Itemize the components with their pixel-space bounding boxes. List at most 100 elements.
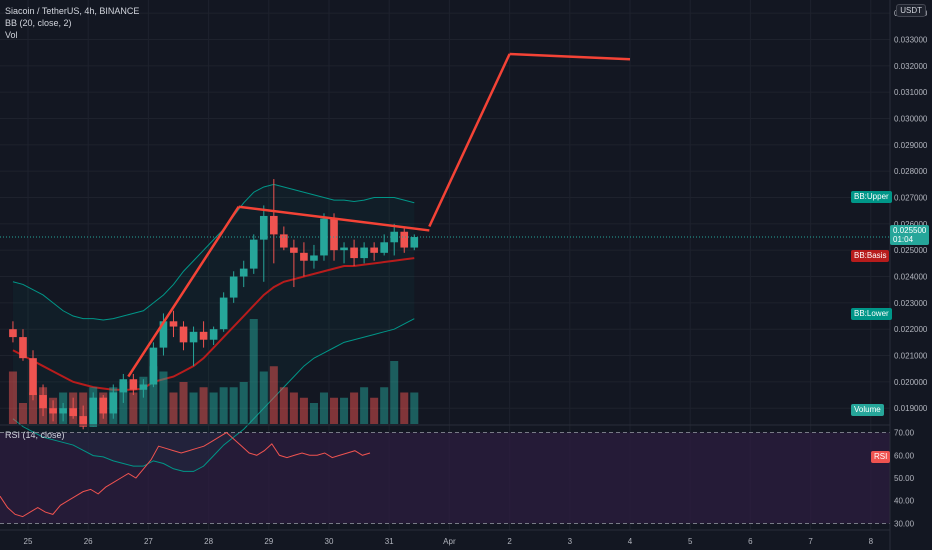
y-tick-label: 0.022000 (894, 325, 928, 334)
y-tick-label: 0.025000 (894, 246, 928, 255)
volume-bar (299, 397, 308, 424)
candle-body (219, 297, 228, 330)
candle-body (300, 252, 308, 261)
volume-bar (259, 371, 268, 424)
candle-body (49, 408, 57, 414)
volume-bar (169, 392, 178, 424)
y-tick-label: 0.024000 (894, 273, 928, 282)
bb-basis-tag: BB:Basis (851, 250, 890, 262)
chart-title: Siacoin / TetherUS, 4h, BINANCE (5, 6, 140, 16)
vol-legend: Vol (5, 30, 18, 40)
volume-bar (370, 397, 379, 424)
x-tick-label: 30 (325, 537, 334, 546)
x-tick-label: 25 (24, 537, 33, 546)
y-tick-label: 0.028000 (894, 167, 928, 176)
candles[interactable] (0, 179, 890, 430)
x-tick-label: 3 (568, 537, 573, 546)
rsi-line (0, 431, 371, 518)
rsi-tick-label: 50.00 (894, 474, 915, 483)
y-tick-label: 0.033000 (894, 36, 928, 45)
volume-bar (340, 397, 349, 424)
volume-bar (159, 371, 168, 424)
rsi-tick-label: 60.00 (894, 451, 915, 460)
x-tick-label: 7 (808, 537, 813, 546)
bar-countdown: 01:04 (893, 235, 914, 244)
candle-body (189, 331, 198, 343)
candle-body (129, 379, 138, 390)
y-tick-label: 0.029000 (894, 141, 928, 150)
rsi-tick-label: 40.00 (894, 497, 915, 506)
candle-body (400, 231, 409, 248)
candle-body (29, 358, 37, 396)
volume-bar (400, 392, 409, 424)
candle-body (290, 247, 298, 253)
y-tick-label: 0.032000 (894, 62, 928, 71)
x-tick-label: 4 (628, 537, 633, 546)
candle-body (310, 255, 318, 261)
candle-body (99, 397, 108, 414)
y-tick-label: 0.021000 (894, 352, 928, 361)
trend-drawings[interactable] (127, 52, 631, 378)
volume-bar (380, 387, 389, 424)
bb-lower-line (12, 318, 415, 472)
candle-body (249, 239, 258, 269)
currency-button[interactable]: USDT (896, 4, 926, 17)
candle-body (229, 276, 238, 298)
y-tick-label: 0.030000 (894, 115, 928, 124)
candle-body (350, 247, 358, 259)
rsi-tag: RSI (871, 451, 891, 463)
bb-lower-tag: BB:Lower (851, 308, 892, 320)
rsi-band-zone (0, 432, 890, 524)
bb-upper-tag: BB:Upper (851, 191, 892, 203)
y-tick-label: 0.023000 (894, 299, 928, 308)
candle-body (410, 237, 419, 248)
trend-line (428, 53, 511, 228)
candle-body (109, 392, 118, 414)
candle-body (149, 347, 158, 385)
candle-body (9, 329, 17, 338)
trend-line (238, 205, 430, 232)
candle-body (19, 337, 27, 359)
volume-bar (149, 366, 158, 424)
candle-body (340, 247, 348, 251)
volume-bar (410, 392, 419, 424)
trend-line (509, 52, 631, 61)
volume-bar (289, 392, 298, 424)
rsi-legend: RSI (14, close) (5, 430, 65, 440)
candle-body (119, 379, 128, 393)
x-tick-label: 27 (144, 537, 153, 546)
candle-body (139, 384, 148, 390)
bb-basis-line (12, 257, 415, 391)
volume-bar (219, 387, 228, 424)
candle-body (159, 321, 168, 348)
y-tick-label: 0.027000 (894, 194, 928, 203)
volume-bar (249, 319, 258, 424)
candle-body (320, 218, 328, 256)
candle-body (370, 247, 378, 253)
x-tick-label: 5 (688, 537, 693, 546)
volume-bar (199, 387, 208, 424)
candle-body (380, 242, 388, 253)
y-tick-label: 0.019000 (894, 404, 928, 413)
candle-body (360, 247, 368, 259)
rsi-pane: 30.00 40.00 50.00 60.00 70.00 (0, 429, 915, 528)
volume-bars (8, 319, 419, 424)
volume-bar (189, 392, 198, 424)
volume-bar (350, 392, 359, 424)
x-tick-label: Apr (443, 537, 456, 546)
x-tick-label: 29 (264, 537, 273, 546)
x-tick-label: 6 (748, 537, 753, 546)
last-price: 0.025500 (893, 226, 927, 235)
candle-body (239, 268, 248, 277)
candle-body (330, 218, 338, 251)
volume-bar (29, 392, 38, 424)
volume-bar (330, 397, 339, 424)
candle-body (69, 408, 77, 417)
candle-body (169, 321, 178, 327)
x-tick-label: 8 (869, 537, 874, 546)
volume-tag: Volume (851, 404, 884, 416)
volume-bar (129, 392, 138, 424)
volume-bar (390, 361, 399, 424)
volume-bar (179, 382, 188, 424)
